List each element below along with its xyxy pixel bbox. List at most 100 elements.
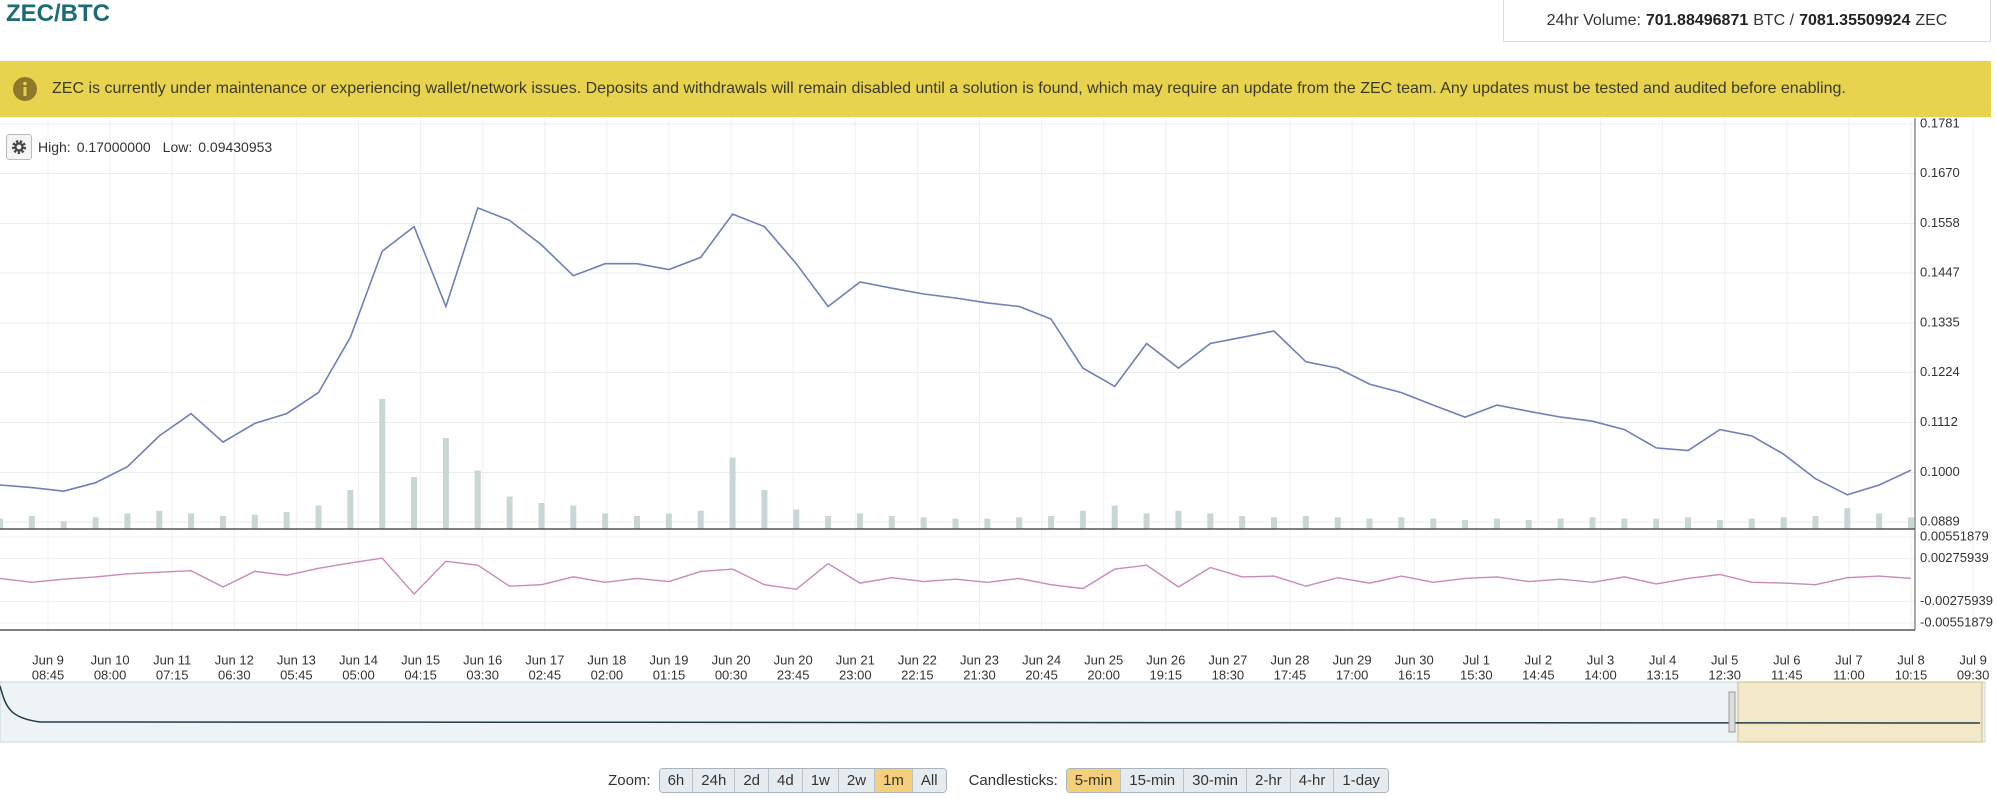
volume-bar xyxy=(984,518,991,529)
x-tick-label: Jul 8 xyxy=(1897,652,1924,667)
volume-bar xyxy=(697,510,704,529)
volume-bar xyxy=(379,399,386,529)
volume-bar xyxy=(1239,516,1246,529)
x-tick-label: Jun 15 xyxy=(401,652,440,667)
y-tick-label: 0.1447 xyxy=(1920,264,1960,279)
volume-bar xyxy=(856,513,863,529)
x-tick-label: Jun 30 xyxy=(1395,652,1434,667)
volume xyxy=(0,399,1914,529)
volume-bar xyxy=(761,490,768,529)
volume-bar xyxy=(570,505,577,529)
x-tick-label: 20:45 xyxy=(1025,667,1058,682)
volume-bar xyxy=(1111,505,1118,529)
volume-bar xyxy=(1175,510,1182,529)
x-tick-label: 01:15 xyxy=(653,667,686,682)
navigator-handle[interactable] xyxy=(1728,691,1736,733)
zoom-label: Zoom: xyxy=(608,772,651,789)
x-tick-label: Jun 10 xyxy=(91,652,130,667)
volume-bar xyxy=(1653,518,1660,529)
volume-bar xyxy=(1589,517,1596,529)
settings-button[interactable] xyxy=(6,134,32,160)
y-tick-label: 0.0889 xyxy=(1920,513,1960,528)
toggle-button[interactable]: All xyxy=(911,769,946,792)
toggle-button[interactable]: 1w xyxy=(801,769,838,792)
x-tick-label: Jun 26 xyxy=(1146,652,1185,667)
toggle-button[interactable]: 1-day xyxy=(1333,769,1388,792)
volume-bar xyxy=(825,516,832,529)
toggle-button[interactable]: 2d xyxy=(734,769,768,792)
x-tick-label: 08:00 xyxy=(94,667,127,682)
toggle-button[interactable]: 6h xyxy=(659,769,693,792)
candlesticks-label: Candlesticks: xyxy=(968,772,1058,789)
volume-bar xyxy=(1621,518,1628,529)
x-tick-label: Jun 20 xyxy=(712,652,751,667)
x-tick-label: Jun 27 xyxy=(1208,652,1247,667)
x-tick-label: Jul 1 xyxy=(1463,652,1490,667)
toggle-button[interactable]: 5-min xyxy=(1066,769,1121,792)
x-tick-label: Jul 6 xyxy=(1773,652,1800,667)
controls: Zoom: 6h 24h 2d 4d 1w 2w 1m All Candlesticks: 5… xyxy=(0,768,1997,793)
volume-bar xyxy=(538,503,545,529)
toggle-button[interactable]: 24h xyxy=(692,769,735,792)
volume-bar xyxy=(1302,516,1309,529)
x-tick-label: Jun 19 xyxy=(649,652,688,667)
x-tick-label: Jun 17 xyxy=(525,652,564,667)
toggle-button[interactable]: 30-min xyxy=(1183,769,1247,792)
toggle-button[interactable]: 1m xyxy=(874,769,912,792)
volume-bar xyxy=(952,518,959,529)
navigator-selection[interactable] xyxy=(1737,681,1983,743)
volume-bar xyxy=(124,513,131,529)
volume-bar xyxy=(1557,518,1564,529)
y-tick-label: 0.1670 xyxy=(1920,165,1960,180)
volume-bar xyxy=(1143,513,1150,529)
x-tick-label: 00:30 xyxy=(715,667,748,682)
volume-bar xyxy=(1462,519,1469,529)
x-tick-label: Jun 18 xyxy=(587,652,626,667)
volume-bar xyxy=(0,518,3,529)
x-tick-label: 02:00 xyxy=(591,667,624,682)
toggle-button[interactable]: 4d xyxy=(768,769,802,792)
gear-icon xyxy=(12,140,26,154)
toggle-button[interactable]: 4-hr xyxy=(1289,769,1334,792)
volume-bar xyxy=(251,514,258,529)
navigator xyxy=(0,681,1986,743)
x-tick-label: Jul 9 xyxy=(1959,652,1986,667)
x-tick-label: 13:15 xyxy=(1646,667,1679,682)
volume-bar xyxy=(1048,516,1055,529)
x-tick-label: 03:30 xyxy=(466,667,499,682)
x-tick-label: 06:30 xyxy=(218,667,251,682)
volume-bar xyxy=(1748,518,1755,529)
x-tick-label: 07:15 xyxy=(156,667,189,682)
volume-bar xyxy=(1844,508,1851,529)
toggle-button[interactable]: 2w xyxy=(837,769,875,792)
x-tick-label: Jun 20 xyxy=(774,652,813,667)
info-icon xyxy=(13,77,37,101)
volume-zec: 7081.35509924 xyxy=(1799,11,1911,29)
volume-zec-unit: ZEC xyxy=(1915,11,1948,29)
x-tick-label: 11:45 xyxy=(1771,667,1803,682)
x-tick-label: 19:15 xyxy=(1150,667,1183,682)
volume-bar xyxy=(474,470,481,529)
x-tick-label: 05:00 xyxy=(342,667,375,682)
x-tick-label: Jun 13 xyxy=(277,652,316,667)
high-label: High: xyxy=(38,139,71,155)
toggle-button[interactable]: 2-hr xyxy=(1246,769,1290,792)
volume-bar xyxy=(920,517,927,529)
notice-text: ZEC is currently under maintenance or ex… xyxy=(52,80,1846,97)
x-tick-label: Jun 23 xyxy=(960,652,999,667)
x-tick-label: Jun 24 xyxy=(1022,652,1061,667)
volume-bar xyxy=(1780,517,1787,529)
x-tick-label: Jul 5 xyxy=(1711,652,1738,667)
toggle-button[interactable]: 15-min xyxy=(1120,769,1184,792)
low-label: Low: xyxy=(162,139,193,155)
volume-bar xyxy=(315,505,322,529)
indicator-tick-label: -0.00275939 xyxy=(1920,593,1993,608)
x-tick-label: 23:45 xyxy=(777,667,810,682)
plot xyxy=(0,206,1912,596)
volume-bar xyxy=(1366,518,1373,529)
x-tick-label: 10:15 xyxy=(1895,667,1928,682)
x-tick-label: 02:45 xyxy=(529,667,562,682)
volume-bar xyxy=(729,457,736,529)
x-tick-label: 04:15 xyxy=(404,667,437,682)
volume-bar xyxy=(1908,517,1914,529)
